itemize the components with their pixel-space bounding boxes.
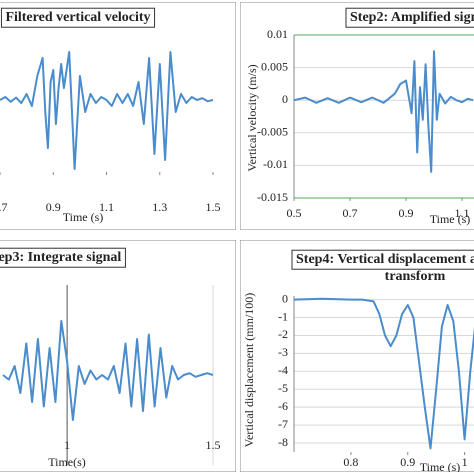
- x-tick-label: 1: [64, 438, 70, 452]
- x-tick-label: 0.9: [46, 200, 61, 214]
- x-tick-label: 1: [462, 455, 468, 469]
- y-tick-label: -4: [278, 363, 288, 377]
- x-tick-label: 0.7: [343, 206, 358, 220]
- y-tick-label: 0.01: [267, 27, 288, 41]
- y-tick-label: -8: [278, 435, 288, 449]
- panel: 0.7 0.9 1.1 1.3 1.5 Time (s) Filtered vertical…: [0, 2, 236, 230]
- y-tick-label: 0: [282, 92, 288, 106]
- x-tick-label: 0.9: [400, 455, 415, 469]
- x-tick-label: 1.3: [152, 200, 167, 214]
- panel-title-line2: transform: [385, 269, 446, 284]
- y-tick-label: -0.01: [263, 157, 288, 171]
- data-line: [293, 50, 474, 173]
- x-tick-label: 1.1: [455, 206, 470, 220]
- panel-frame: [240, 2, 474, 230]
- x-axis-label: Time (s): [63, 210, 104, 224]
- data-line: [2, 320, 214, 421]
- y-tick-label: -6: [278, 399, 288, 413]
- panel-title: Step4: Vertical displacement after wavel…: [296, 252, 474, 267]
- y-tick-label: -0.015: [257, 190, 288, 204]
- panel-title: Filtered vertical velocity: [5, 10, 150, 25]
- y-tick-label: -3: [278, 345, 288, 359]
- panel: 1 1.5 Time(s) Step3: Integrate signal: [0, 240, 236, 472]
- title-box: [291, 249, 474, 270]
- x-tick-label: 0.8: [343, 455, 358, 469]
- title-box: [0, 7, 156, 28]
- panel-title: Step3: Integrate signal: [0, 250, 121, 265]
- panel: 0.01 0.005 0 -0.005 -0.01 -0.015 0.5 0.7 0.9 1.1T…: [240, 2, 474, 230]
- x-tick-label: 0.9: [399, 206, 414, 220]
- x-tick-label: 1.5: [206, 200, 221, 214]
- y-tick-label: -5: [278, 381, 288, 395]
- y-tick-label: 0.005: [261, 59, 288, 73]
- y-tick-label: -2: [278, 327, 288, 341]
- y-tick-label: -0.005: [257, 125, 288, 139]
- data-line: [293, 297, 474, 450]
- title-box: [0, 247, 126, 268]
- x-tick-label: 0.5: [287, 206, 302, 220]
- title-box: [345, 7, 474, 28]
- x-axis-label: Time (s): [430, 212, 471, 226]
- panel-frame: [240, 240, 474, 472]
- y-tick-label: 0: [282, 291, 288, 305]
- x-tick-label: 1.5: [206, 438, 221, 452]
- y-axis-label: Vertical velocity (m/s): [245, 64, 259, 171]
- y-axis-label: Vertical displacement (mm/100): [242, 293, 256, 448]
- x-axis-label: Time(s): [48, 455, 86, 469]
- y-tick-label: -7: [278, 417, 288, 431]
- x-tick-label: 1.1: [99, 200, 114, 214]
- x-tick-label: 0.7: [0, 200, 8, 214]
- data-line: [0, 51, 214, 170]
- panel-title: Step2: Amplified signal: [350, 10, 474, 25]
- y-tick-label: -1: [278, 309, 288, 323]
- panel-frame: [0, 2, 236, 230]
- x-axis-label: Time (s): [420, 460, 461, 474]
